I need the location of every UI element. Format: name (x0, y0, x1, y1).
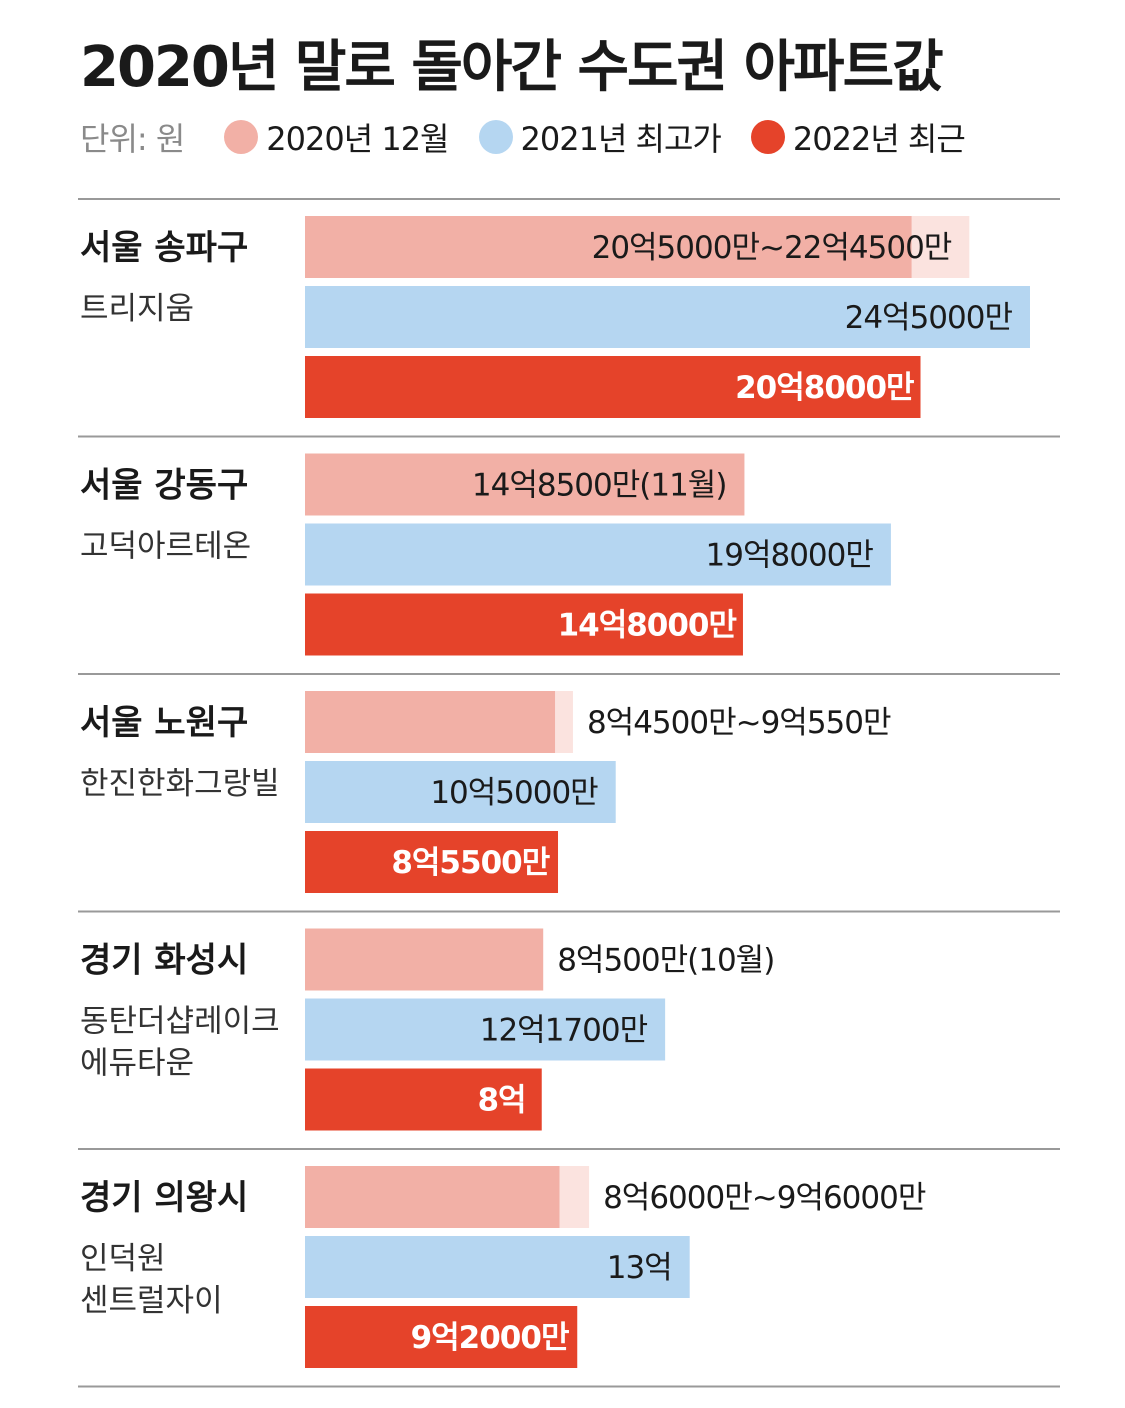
bar-data-label: 8억6000만~9억6000만 (603, 1180, 926, 1216)
legend-item-2021-peak: 2021년 최고가 (478, 114, 722, 160)
bar-data-label: 8억 (477, 1083, 525, 1119)
bar (305, 1306, 578, 1368)
bar (305, 761, 616, 823)
bar-data-label: 8억4500만~9억550만 (587, 705, 891, 741)
bar-data-label: 8억5500만 (391, 845, 549, 881)
bar (305, 998, 666, 1061)
category-title: 경기 화성시 (80, 941, 248, 981)
legend-swatch-2022-recent (750, 120, 785, 154)
category-subtitle: 센트럴자이 (80, 1283, 223, 1319)
legend-swatch-2021-peak (478, 120, 513, 154)
legend: 단위: 원 2020년 12월 2021년 최고가 2022년 최근 (80, 112, 995, 162)
bar-data-label: 14억8500만(11월) (472, 468, 727, 504)
category-subtitle: 고덕아르테온 (80, 529, 251, 565)
legend-label-2021-peak: 2021년 최고가 (520, 120, 722, 158)
category-title: 서울 강동구 (80, 466, 248, 506)
bar-range-extension (555, 691, 573, 753)
bar (305, 1068, 542, 1131)
category-subtitle: 동탄더샵레이크 (80, 1004, 280, 1040)
bar-data-label: 19억8000만 (706, 538, 874, 574)
bar (305, 1166, 560, 1228)
bar-range-extension (911, 216, 970, 278)
category-subtitle: 한진한화그랑빌 (80, 766, 280, 802)
legend-swatch-2020-dec (224, 120, 259, 154)
bar-data-label: 8억500만(10월) (557, 943, 774, 979)
bar (305, 928, 544, 991)
chart-title: 2020년 말로 돌아간 수도권 아파트값 (80, 35, 944, 100)
category-title: 경기 의왕시 (80, 1178, 248, 1218)
bar (305, 356, 921, 418)
category-title: 서울 송파구 (80, 228, 248, 268)
bar (305, 216, 912, 278)
category-subtitle: 에듀타운 (80, 1046, 194, 1082)
bar-data-label: 9억2000만 (411, 1320, 569, 1356)
bar-data-label: 20억8000만 (735, 370, 914, 406)
bar (305, 286, 1030, 348)
bar (305, 523, 891, 586)
bar (305, 453, 745, 516)
bar-data-label: 13억 (607, 1250, 672, 1286)
legend-item-2022-recent: 2022년 최근 (750, 114, 966, 160)
bar-range-extension (559, 1166, 590, 1228)
legend-label-2020-dec: 2020년 12월 (266, 120, 449, 158)
category-subtitle: 인덕원 (80, 1241, 166, 1277)
bar-data-label: 14억8000만 (558, 608, 737, 644)
unit-label: 단위: 원 (80, 120, 185, 158)
bar (305, 593, 743, 656)
category-title: 서울 노원구 (80, 703, 248, 743)
bar-data-label: 20억5000만~22억4500만 (592, 230, 952, 266)
legend-item-2020-dec: 2020년 12월 (224, 114, 450, 160)
category-subtitle: 트리지움 (80, 291, 194, 327)
bar-data-label: 24억5000만 (845, 300, 1013, 336)
bar (305, 691, 556, 753)
legend-label-2022-recent: 2022년 최근 (792, 120, 966, 158)
bar (305, 831, 559, 893)
bar (305, 1236, 690, 1298)
bar-data-label: 12억1700만 (480, 1013, 648, 1049)
bar-data-label: 10억5000만 (430, 775, 598, 811)
